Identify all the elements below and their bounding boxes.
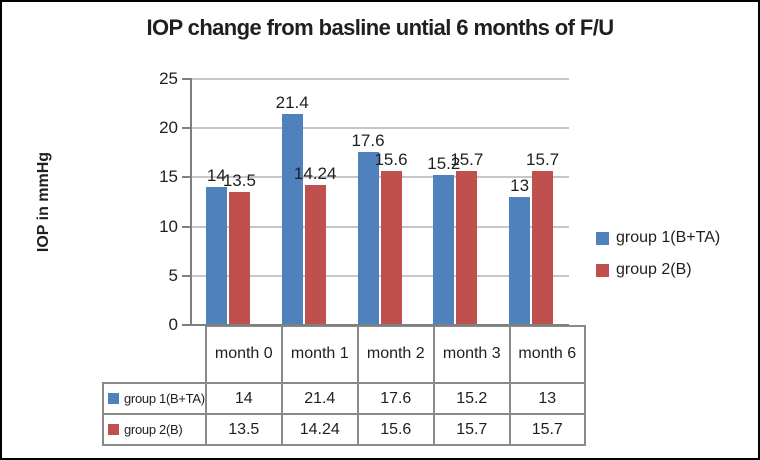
category-header-cell: month 0 — [204, 325, 283, 384]
bar-series1-month-2 — [357, 151, 379, 325]
series-row-header: group 2(B) — [102, 413, 207, 446]
y-axis-tick-label: 15 — [159, 167, 178, 187]
table-value-cell: 13 — [508, 382, 586, 415]
series-row-header: group 1(B+TA) — [102, 382, 207, 415]
legend-item-group2: group 2(B) — [596, 261, 720, 279]
category-header-cell: month 6 — [508, 325, 586, 384]
bar-series1-month-0 — [205, 187, 227, 325]
series-swatch-icon — [108, 393, 119, 404]
y-axis-tick-label: 20 — [159, 118, 178, 138]
bar-series1-month-3 — [433, 175, 455, 325]
category-header-cell: month 3 — [432, 325, 511, 384]
legend-swatch-red-icon — [596, 263, 609, 277]
bar-series1-month-1 — [281, 114, 303, 325]
y-axis-tick-label: 25 — [159, 69, 178, 88]
bar-value-label: 13 — [510, 176, 530, 196]
y-axis-title-text: IOP in mmHg — [35, 151, 52, 253]
chart-data-table: month 0 month 1 month 2 month 3 month 6 group… — [102, 325, 586, 446]
table-value-cell: 14.24 — [280, 413, 359, 446]
y-axis-tick-label: 10 — [159, 216, 178, 236]
gridline-20 — [192, 127, 569, 130]
bar-series1-month-6 — [509, 197, 531, 325]
bar-series2-month-2 — [380, 171, 402, 325]
bar-value-label: 15.7 — [526, 149, 560, 169]
y-axis-tick — [182, 78, 192, 80]
bar-value-label: 15.2 — [427, 154, 461, 174]
bar-series2-month-6 — [532, 170, 554, 325]
bar-value-label: 21.4 — [275, 93, 309, 113]
y-axis-tick — [182, 127, 192, 130]
y-axis-tick — [182, 225, 192, 228]
legend: group 1(B+TA) group 2(B) — [596, 229, 720, 293]
y-axis-tick — [182, 176, 192, 179]
y-axis-tick — [182, 324, 192, 326]
category-header-cell: month 2 — [356, 325, 435, 384]
gridline-25 — [192, 78, 569, 80]
chart-title: IOP change from basline untial 6 months … — [146, 15, 614, 40]
bar-value-label: 14.24 — [293, 163, 337, 183]
x-axis-line — [190, 324, 569, 326]
table-value-cell: 21.4 — [280, 382, 359, 415]
table-value-cell: 14 — [204, 382, 283, 415]
legend-label-group2: group 2(B) — [616, 261, 692, 278]
bar-series2-month-1 — [304, 184, 326, 325]
y-axis-line — [190, 79, 192, 325]
y-axis-tick-label: 5 — [168, 265, 178, 285]
table-value-cell: 15.7 — [432, 413, 511, 446]
bar-value-label: 17.6 — [351, 130, 385, 150]
legend-swatch-blue-icon — [596, 231, 609, 245]
bar-series2-month-3 — [456, 170, 478, 325]
legend-item-group1: group 1(B+TA) — [596, 229, 720, 247]
bar-value-label: 13.5 — [222, 171, 256, 191]
bar-series2-month-0 — [228, 192, 250, 325]
category-header-cell: month 1 — [280, 325, 359, 384]
legend-label-group1: group 1(B+TA) — [616, 229, 721, 246]
bar-value-label: 15.7 — [450, 149, 484, 169]
y-axis-tick — [182, 274, 192, 277]
bar-value-label: 14 — [206, 166, 226, 186]
table-value-cell: 15.7 — [508, 413, 586, 446]
bar-value-label: 15.6 — [374, 150, 408, 170]
y-axis-tick-label: 0 — [168, 315, 178, 334]
table-value-cell: 13.5 — [204, 413, 283, 446]
table-value-cell: 17.6 — [356, 382, 435, 415]
table-value-cell: 15.6 — [356, 413, 435, 446]
table-value-cell: 15.2 — [432, 382, 511, 415]
series-swatch-icon — [108, 424, 119, 435]
